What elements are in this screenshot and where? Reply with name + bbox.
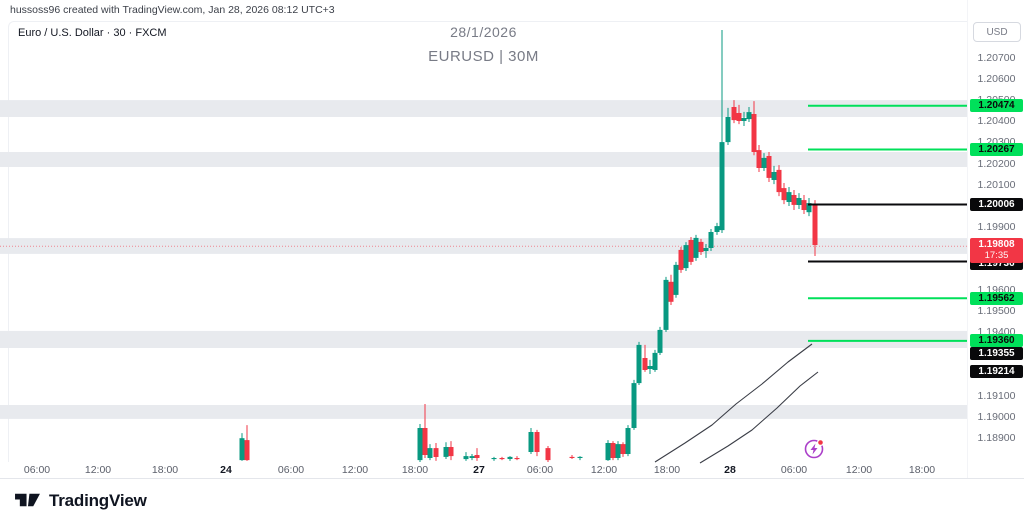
time-tick-label: 18:00: [653, 464, 681, 476]
time-tick-day: 24: [220, 464, 232, 476]
notification-red-dot: [818, 440, 823, 445]
price-tick-label: 1.19500: [977, 305, 1016, 318]
time-tick-label: 12:00: [845, 464, 873, 476]
time-tick-label: 12:00: [84, 464, 112, 476]
time-tick-label: 12:00: [341, 464, 369, 476]
price-tick-label: 1.20400: [977, 115, 1016, 128]
price-tick-label: 1.18900: [977, 431, 1016, 444]
time-tick-label: 18:00: [908, 464, 936, 476]
zones-layer: [0, 100, 967, 419]
symbol-legend[interactable]: Euro / U.S. Dollar · 30 · FXCM: [18, 27, 167, 39]
trend-curves-layer: [654, 343, 819, 464]
time-tick-label: 06:00: [277, 464, 305, 476]
price-level-badge: 1.20474: [970, 99, 1023, 113]
time-tick-label: 18:00: [151, 464, 179, 476]
price-level-badge: 1.20006: [970, 198, 1023, 212]
chart-title-block: 28/1/2026 EURUSD | 30M: [0, 24, 967, 65]
bar-countdown: 17:35: [984, 250, 1009, 262]
last-price-value: 1.19808: [978, 239, 1015, 251]
currency-usd-button[interactable]: USD: [973, 22, 1021, 42]
price-tick-label: 1.20100: [977, 178, 1016, 191]
price-tick-label: 1.20200: [977, 157, 1016, 170]
price-tick-label: 1.19000: [977, 410, 1016, 423]
price-level-badge: 1.19214: [970, 365, 1023, 379]
price-tick-label: 1.19900: [977, 220, 1016, 233]
attribution-text: hussoss96 created with TradingView.com, …: [10, 4, 335, 16]
title-symbol-timeframe: EURUSD | 30M: [428, 48, 539, 65]
lightning-bolt-glyph: [810, 443, 818, 455]
tradingview-logo-icon[interactable]: [13, 489, 42, 512]
time-tick-label: 12:00: [590, 464, 618, 476]
title-date: 28/1/2026: [450, 24, 517, 40]
footer-bar: TradingView: [0, 478, 1024, 522]
price-level-badge: 1.19355: [970, 347, 1023, 361]
time-tick-label: 06:00: [23, 464, 51, 476]
candles-layer: [239, 30, 818, 462]
time-axis[interactable]: 06:00 12:00 18:00 24 06:00 12:00 18:00 27 06:00 1…: [0, 461, 967, 478]
price-axis[interactable]: 1.207001.206001.205001.204001.203001.202…: [967, 0, 1024, 478]
price-tick-label: 1.19100: [977, 389, 1016, 402]
time-tick-day: 28: [724, 464, 736, 476]
levels-layer: [808, 104, 967, 342]
price-tick-label: 1.20600: [977, 73, 1016, 86]
time-tick-label: 18:00: [401, 464, 429, 476]
last-price-badge: 1.19808 17:35: [970, 238, 1023, 264]
price-level-badge: 1.20267: [970, 142, 1023, 156]
price-level-badge: 1.19360: [970, 334, 1023, 348]
time-tick-label: 06:00: [526, 464, 554, 476]
price-level-badge: 1.19562: [970, 291, 1023, 305]
flash-lightning-icon[interactable]: [796, 431, 832, 467]
price-tick-label: 1.20700: [977, 52, 1016, 65]
time-tick-day: 27: [473, 464, 485, 476]
time-tick-label: 06:00: [780, 464, 808, 476]
footer-brand-text[interactable]: TradingView: [49, 490, 147, 510]
